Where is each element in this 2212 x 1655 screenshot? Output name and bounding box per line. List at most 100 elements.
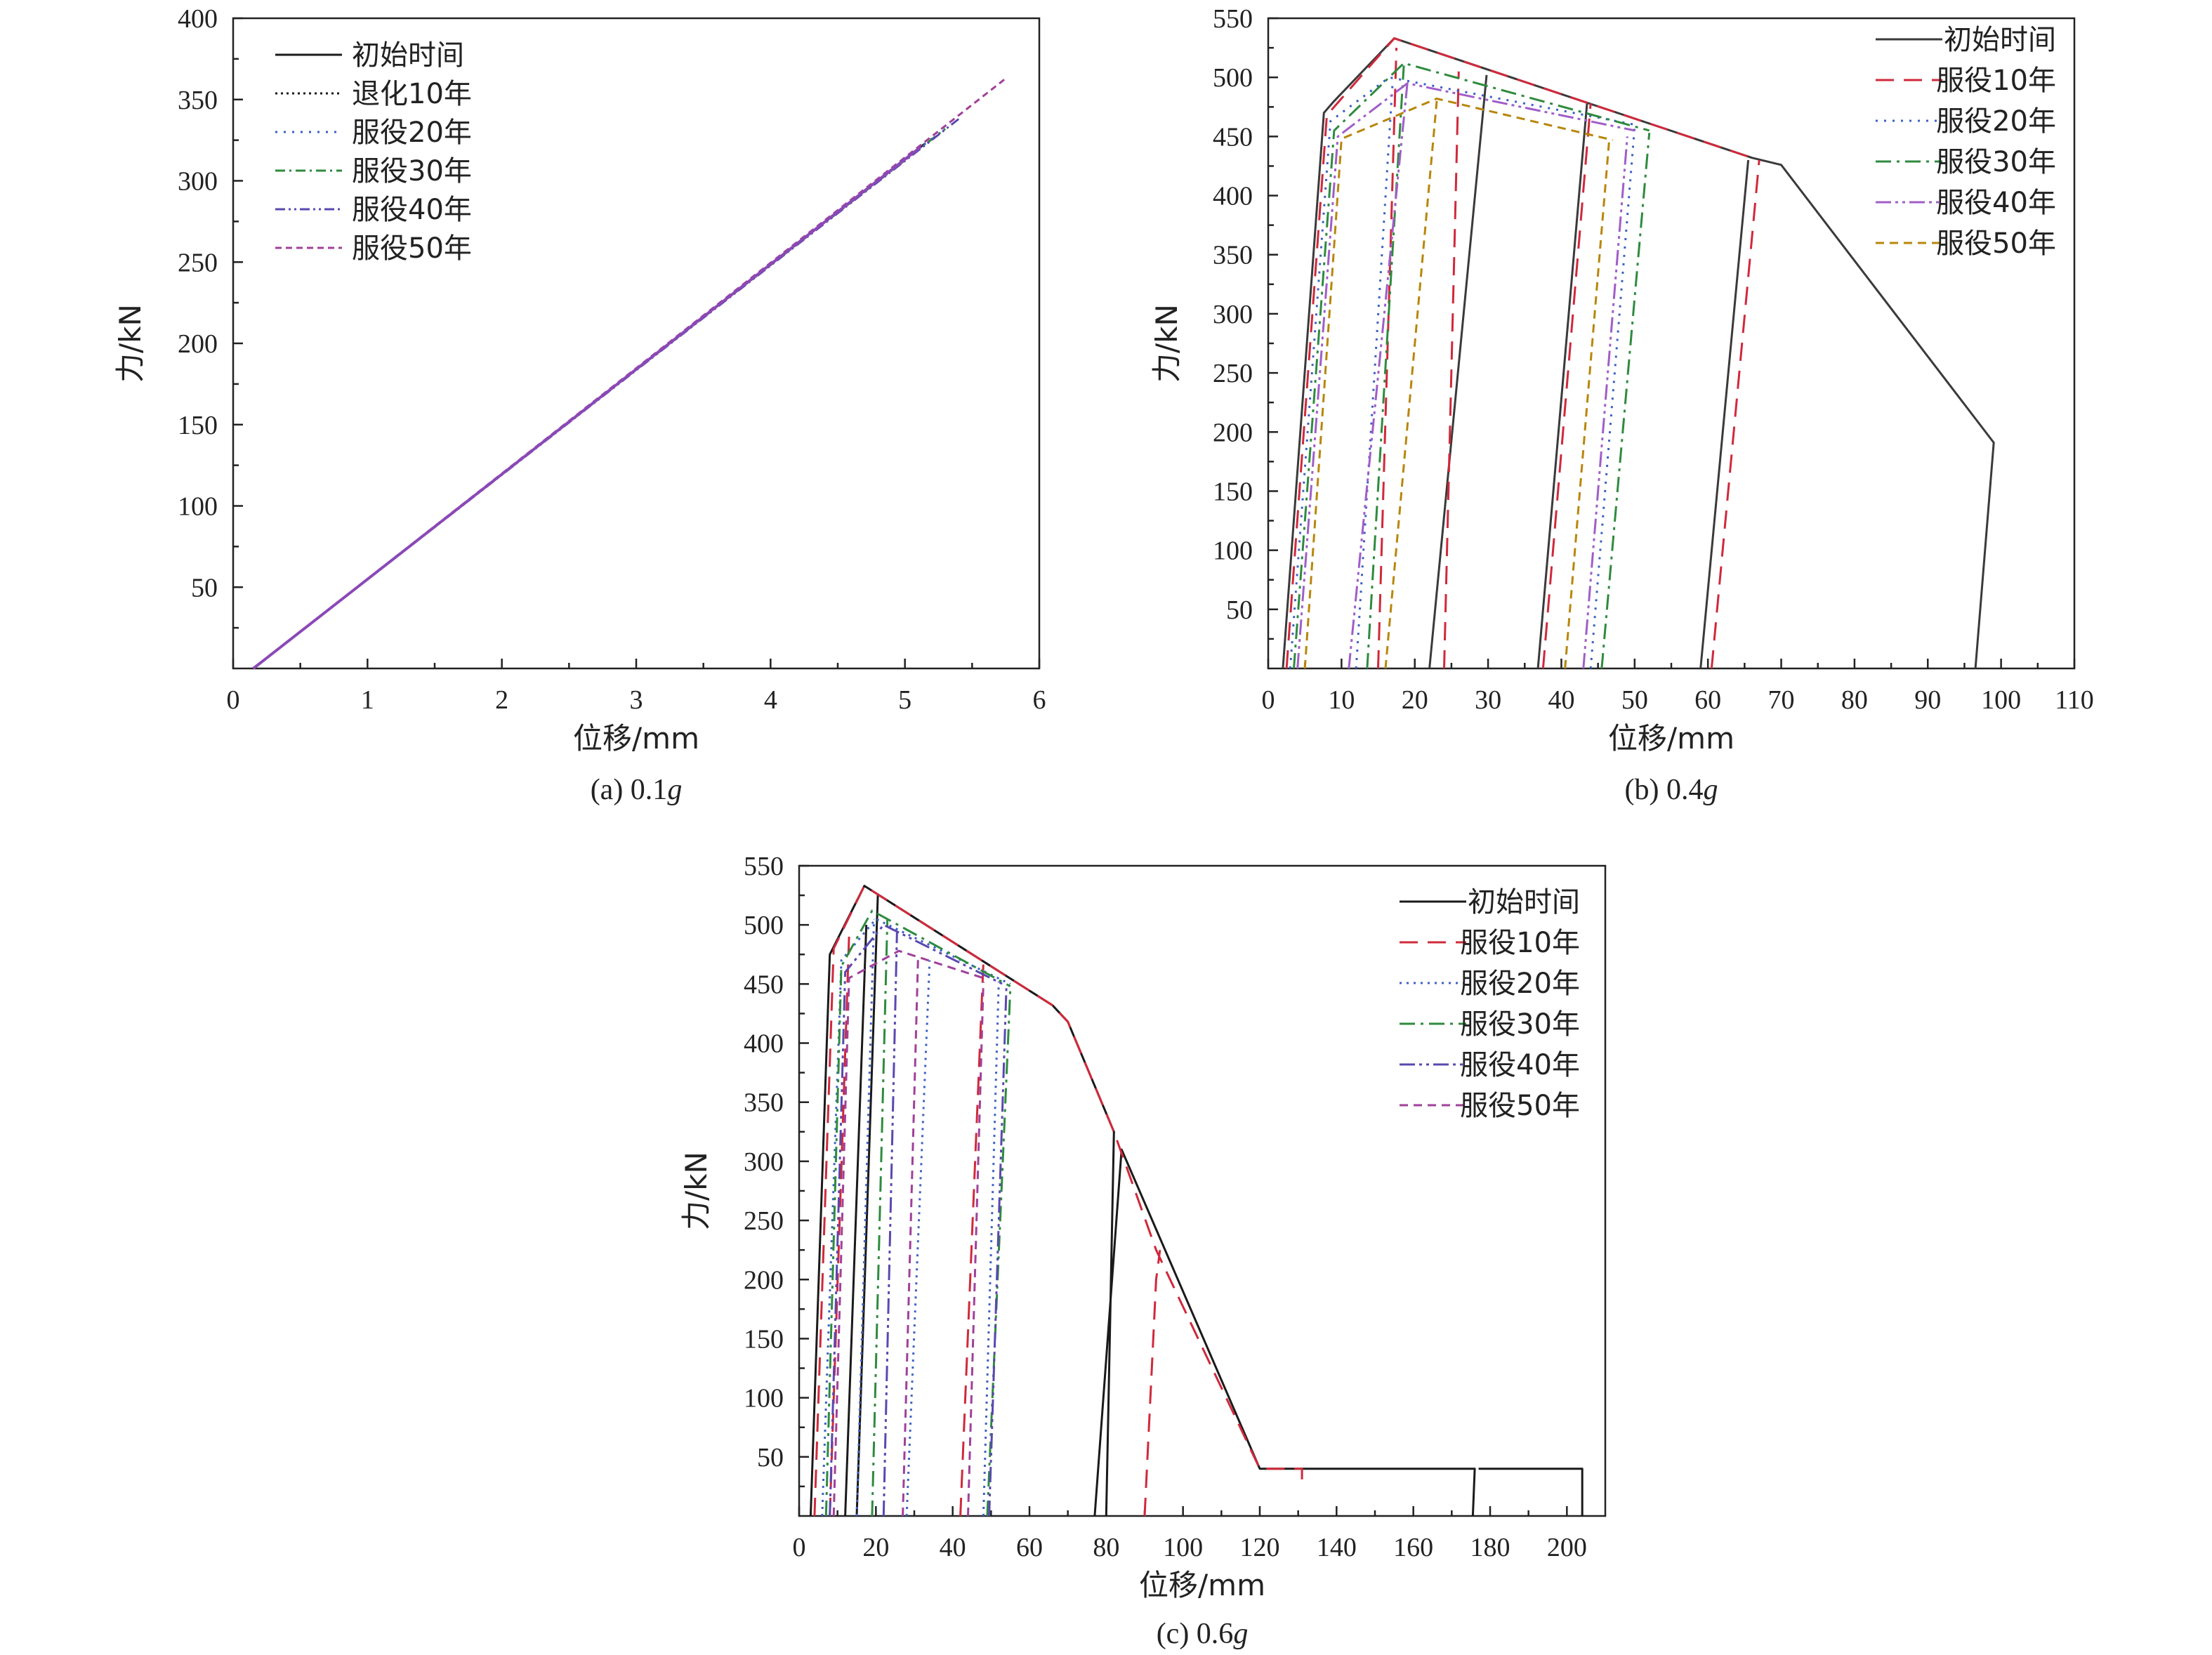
panel-b-chart: 0 10 20 30 40 50 60 70 80 90 100 110 50 100 150 200 250 3… <box>1150 4 2094 806</box>
x-tick-label: 30 <box>1475 685 1501 715</box>
panel-a-plot-frame <box>232 17 1041 670</box>
panel-a-chart: 0 1 2 3 4 5 6 50 100 150 200 250 300 350 400 初始时间退化10年… <box>113 4 1046 806</box>
series-line-6 <box>1303 98 1613 669</box>
panel-b-curves <box>1282 37 1995 669</box>
x-tick-label: 200 <box>1547 1533 1587 1562</box>
y-tick-label: 350 <box>1213 241 1253 270</box>
y-tick-label: 300 <box>178 167 218 197</box>
y-tick-label: 350 <box>178 86 218 115</box>
x-tick-label: 20 <box>862 1533 889 1562</box>
x-tick-label: 2 <box>495 685 508 715</box>
legend-label: 服役20年 <box>1460 968 1580 1000</box>
y-tick-label: 150 <box>178 411 218 440</box>
series-line-2 <box>813 885 1303 1517</box>
y-tick-label: 550 <box>1213 4 1253 34</box>
overlap-series-line <box>252 145 922 670</box>
y-tick-label: 200 <box>1213 418 1253 447</box>
legend-label: 服役50年 <box>1460 1090 1580 1122</box>
x-tick-label: 110 <box>2055 685 2094 715</box>
x-tick-label: 1 <box>361 685 374 715</box>
x-tick-label: 70 <box>1768 685 1795 715</box>
y-tick-label: 250 <box>744 1206 784 1236</box>
panel-b-xlabel: 位移/mm <box>1608 721 1734 756</box>
series-line-3 <box>1289 76 1636 669</box>
x-tick-label: 100 <box>1981 685 2021 715</box>
x-tick-label: 20 <box>1402 685 1428 715</box>
y-tick-label: 500 <box>744 911 784 940</box>
panel-c-curves <box>809 885 1584 1517</box>
legend-label: 服役20年 <box>352 117 472 149</box>
x-tick-label: 60 <box>1016 1533 1043 1562</box>
y-tick-label: 300 <box>744 1147 784 1177</box>
panel-c-xlabel: 位移/mm <box>1139 1568 1265 1602</box>
x-tick-label: 0 <box>227 685 240 715</box>
series-line-1 <box>1282 37 1995 669</box>
x-tick-label: 140 <box>1317 1533 1357 1562</box>
panel-a-xlabel: 位移/mm <box>573 721 699 756</box>
x-tick-label: 120 <box>1240 1533 1280 1562</box>
y-tick-label: 500 <box>1213 63 1253 93</box>
y-tick-label: 450 <box>1213 122 1253 152</box>
y-tick-label: 100 <box>178 492 218 522</box>
y-tick-label: 200 <box>178 329 218 359</box>
x-tick-label: 100 <box>1163 1533 1203 1562</box>
legend-label: 服役20年 <box>1936 105 2056 138</box>
y-tick-label: 100 <box>744 1384 784 1413</box>
y-tick-label: 150 <box>744 1324 784 1354</box>
series-line-4 <box>1293 62 1651 669</box>
legend-label: 服役40年 <box>1936 187 2056 219</box>
series-line-6 <box>832 949 985 1517</box>
x-tick-label: 40 <box>940 1533 966 1562</box>
y-tick-label: 250 <box>178 248 218 277</box>
x-tick-label: 40 <box>1548 685 1574 715</box>
y-tick-label: 250 <box>1213 359 1253 388</box>
panel-c-plot-frame <box>798 864 1607 1517</box>
x-tick-label: 180 <box>1470 1533 1510 1562</box>
legend-label: 初始时间 <box>1468 886 1580 918</box>
series-line-3 <box>821 918 1011 1517</box>
y-tick-label: 400 <box>178 4 218 34</box>
panel-b-ticks: 0 10 20 30 40 50 60 70 80 90 100 110 50 100 150 200 250 3… <box>1213 4 2094 715</box>
y-tick-label: 50 <box>191 573 218 602</box>
legend-label: 服役30年 <box>1460 1008 1580 1041</box>
x-tick-label: 6 <box>1033 685 1046 715</box>
panel-a-ticks: 0 1 2 3 4 5 6 50 100 150 200 250 300 350 400 <box>178 4 1046 715</box>
series-line-2 <box>1285 37 1760 669</box>
panel-c-chart: 0 20 40 60 80 100 120 140 160 180 200 50 100 150 200 25… <box>679 852 1607 1650</box>
panel-c-ylabel: 力/kN <box>679 1152 713 1230</box>
legend-label: 初始时间 <box>352 39 464 72</box>
y-tick-label: 50 <box>1226 595 1253 625</box>
x-tick-label: 0 <box>793 1533 806 1562</box>
panel-a-caption: (a) 0.1g <box>591 774 683 806</box>
x-tick-label: 80 <box>1093 1533 1119 1562</box>
y-tick-label: 550 <box>744 852 784 881</box>
panel-c-caption: (c) 0.6g <box>1157 1618 1249 1650</box>
x-tick-label: 0 <box>1262 685 1275 715</box>
panel-b-caption: (b) 0.4g <box>1625 774 1718 806</box>
legend-label: 服役10年 <box>1936 65 2056 97</box>
x-tick-label: 10 <box>1328 685 1355 715</box>
x-tick-label: 4 <box>764 685 777 715</box>
legend-label: 服役30年 <box>1936 146 2056 178</box>
legend-label: 退化10年 <box>352 78 472 110</box>
x-tick-label: 3 <box>630 685 643 715</box>
y-tick-label: 300 <box>1213 300 1253 329</box>
legend-label: 服役40年 <box>1460 1049 1580 1081</box>
series-line-5 <box>829 923 1008 1517</box>
legend-label: 初始时间 <box>1944 24 2056 56</box>
legend-label: 服役50年 <box>1936 228 2056 260</box>
legend-label: 服役10年 <box>1460 927 1580 959</box>
y-tick-label: 400 <box>1213 182 1253 211</box>
legend-label: 服役40年 <box>352 194 472 226</box>
panel-a-curves <box>252 77 1007 670</box>
x-tick-label: 5 <box>898 685 911 715</box>
y-tick-label: 400 <box>744 1029 784 1059</box>
y-tick-label: 450 <box>744 970 784 999</box>
panel-c-ticks: 0 20 40 60 80 100 120 140 160 180 200 50 100 150 200 25… <box>744 852 1587 1562</box>
legend-label: 服役30年 <box>352 155 472 187</box>
x-tick-label: 160 <box>1393 1533 1433 1562</box>
y-tick-label: 50 <box>757 1443 784 1472</box>
